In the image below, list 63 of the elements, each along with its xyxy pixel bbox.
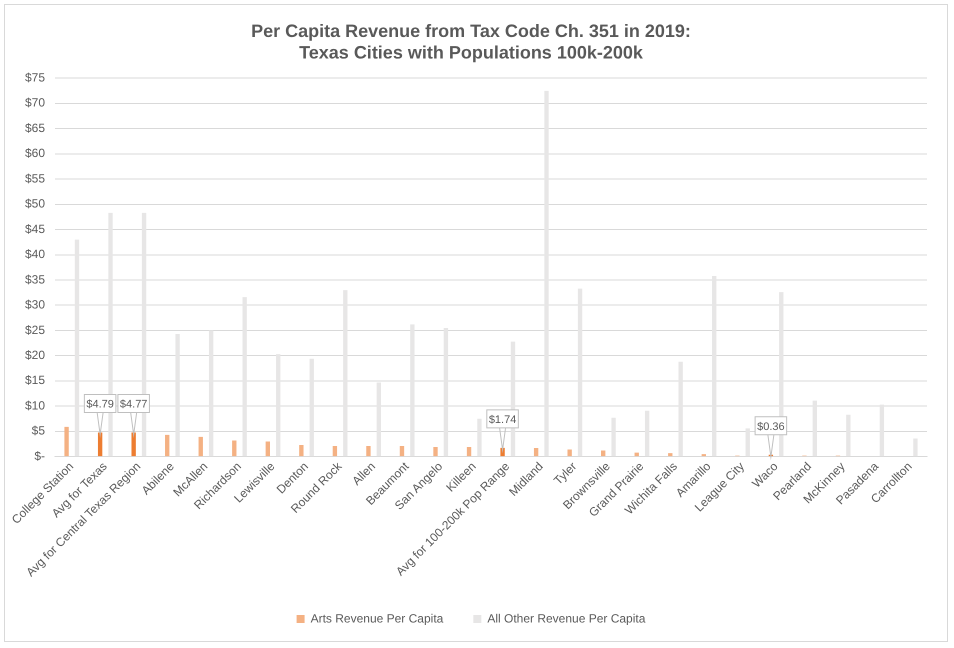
y-tick-label: $20 [24,348,46,362]
y-tick-label: $35 [24,272,46,286]
bar [678,362,683,456]
bar [310,358,314,456]
bar [477,418,482,456]
bar [578,288,582,456]
bar [846,414,851,456]
y-tick-label: $25 [24,322,46,337]
y-tick-label: $65 [24,120,46,135]
bar [668,453,672,456]
bar [242,297,247,456]
bar [366,446,371,456]
y-tick-label: $30 [24,298,46,312]
bar [198,436,203,456]
bar [812,400,817,456]
bar [343,290,348,456]
bar [266,441,270,456]
bar [444,328,448,456]
bar [746,428,750,456]
bar [534,448,538,456]
bar [400,446,404,456]
bar [466,447,472,456]
bar [232,440,236,456]
bar [165,434,170,456]
bar [410,324,415,456]
bar [567,450,572,456]
legend-label: Arts Revenue Per Capita [310,611,444,626]
bar [332,446,338,456]
data-label: $4.77 [120,398,148,411]
y-tick-label: $55 [24,171,46,186]
bar [433,447,438,456]
bar [64,426,69,456]
bar [644,410,650,456]
legend-label: All Other Revenue Per Capita [487,611,646,626]
y-tick-label: $50 [24,196,46,211]
bar [98,432,102,456]
y-tick-label: $10 [24,398,46,412]
data-label: $4.79 [86,398,114,410]
data-label: $0.36 [757,420,785,433]
y-tick-label: $45 [24,222,46,236]
bar [299,445,304,456]
bar [880,404,884,456]
bar [611,418,616,456]
bar [544,90,549,456]
bar [175,334,180,456]
y-tick-label: $- [34,448,46,463]
bar [376,382,382,456]
y-tick-label: $5 [32,424,46,438]
y-tick-label: $70 [24,96,46,110]
bar [601,450,606,456]
bar [712,276,716,456]
y-tick-label: $40 [24,247,46,262]
bar [131,432,136,456]
bar [74,240,80,456]
bar [634,452,639,456]
y-tick-label: $75 [24,70,46,85]
bar [276,354,280,456]
bar [208,330,214,456]
y-tick-label: $15 [24,373,46,388]
y-tick-label: $60 [24,146,46,160]
chart-title: Per Capita Revenue from Tax Code Ch. 351 in 2019: Texas Cities with Populations 100k-200k [251,20,691,62]
bar [913,438,918,456]
data-label: $1.74 [488,414,516,426]
